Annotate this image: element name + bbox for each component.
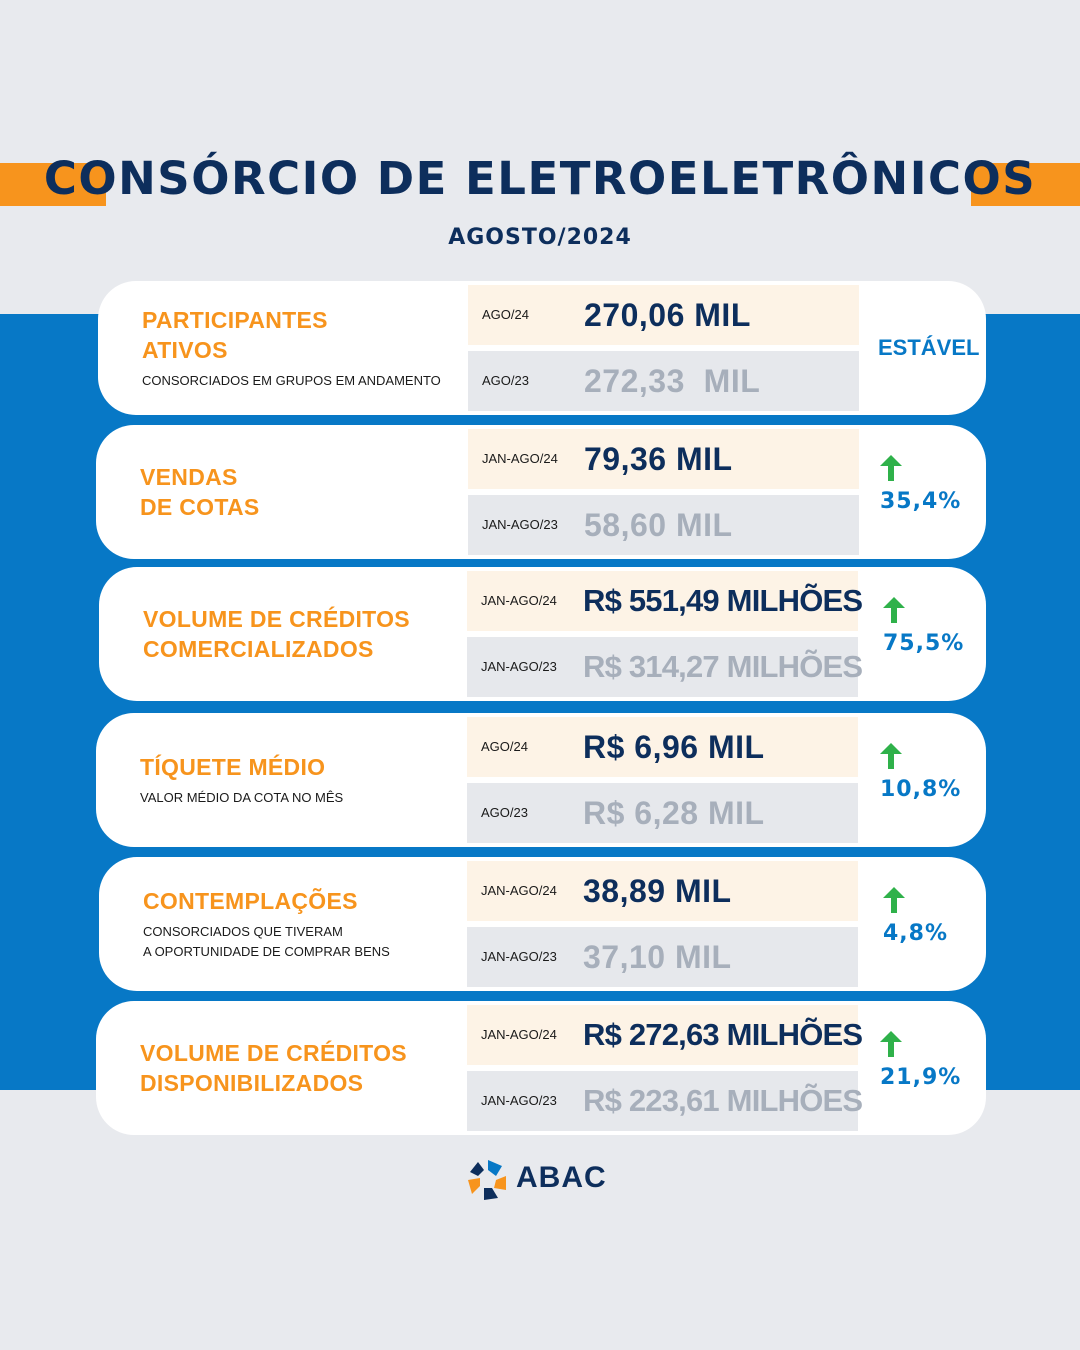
trend-indicator: 75,5% bbox=[869, 567, 984, 701]
previous-value: R$ 6,28 MIL bbox=[583, 795, 765, 831]
previous-period: AGO/23 bbox=[482, 373, 529, 388]
current-row: AGO/24 R$ 6,96 MIL bbox=[467, 717, 858, 777]
title-accent-left bbox=[0, 163, 106, 206]
page-title: CONSÓRCIO DE ELETROELETRÔNICOS bbox=[43, 152, 1037, 205]
current-value: 38,89 MIL bbox=[583, 873, 732, 909]
current-row: AGO/24 270,06 MIL bbox=[468, 285, 859, 345]
arrow-up-icon bbox=[880, 1031, 902, 1057]
current-row: JAN-AGO/24 38,89 MIL bbox=[467, 861, 858, 921]
previous-row: JAN-AGO/23 58,60 MIL bbox=[468, 495, 859, 555]
trend-label: ESTÁVEL bbox=[878, 335, 980, 360]
trend-indicator: 10,8% bbox=[866, 713, 981, 847]
card-volume-creditos-comercializados: VOLUME DE CRÉDITOS COMERCIALIZADOS JAN-A… bbox=[99, 567, 986, 701]
previous-value: R$ 314,27 MILHÕES bbox=[583, 649, 863, 684]
current-row: JAN-AGO/24 R$ 272,63 MILHÕES bbox=[467, 1005, 863, 1065]
trend-percent: 21,9% bbox=[880, 1065, 962, 1090]
trend-percent: 4,8% bbox=[883, 921, 949, 946]
current-row: JAN-AGO/24 R$ 551,49 MILHÕES bbox=[467, 571, 863, 631]
arrow-up-icon bbox=[883, 597, 905, 623]
previous-period: JAN-AGO/23 bbox=[481, 1093, 557, 1108]
card-title: TÍQUETE MÉDIO bbox=[140, 754, 326, 780]
trend-percent: 35,4% bbox=[880, 489, 962, 514]
arrow-up-icon bbox=[880, 455, 902, 481]
card-subtitle: VALOR MÉDIO DA COTA NO MÊS bbox=[140, 790, 344, 805]
card-title: VOLUME DE CRÉDITOS COMERCIALIZADOS bbox=[143, 606, 410, 662]
card-label: VOLUME DE CRÉDITOS DISPONIBILIZADOS bbox=[140, 1001, 466, 1135]
card-contemplacoes: CONTEMPLAÇÕES CONSORCIADOS QUE TIVERAM A… bbox=[99, 857, 986, 991]
page-subtitle: AGOSTO/2024 bbox=[448, 225, 632, 250]
card-volume-creditos-disponibilizados: VOLUME DE CRÉDITOS DISPONIBILIZADOS JAN-… bbox=[96, 1001, 986, 1135]
current-row: JAN-AGO/24 79,36 MIL bbox=[468, 429, 859, 489]
card-label: VENDAS DE COTAS bbox=[140, 425, 466, 559]
arrow-up-icon bbox=[883, 887, 905, 913]
arrow-up-icon bbox=[880, 743, 902, 769]
current-value: R$ 6,96 MIL bbox=[583, 729, 765, 765]
card-label: PARTICIPANTES ATIVOS CONSORCIADOS EM GRU… bbox=[142, 281, 468, 415]
current-period: AGO/24 bbox=[482, 307, 529, 322]
previous-value: 37,10 MIL bbox=[583, 939, 732, 975]
card-title: VENDAS DE COTAS bbox=[140, 464, 260, 520]
current-value: R$ 272,63 MILHÕES bbox=[583, 1017, 863, 1052]
abac-logo-icon bbox=[468, 1160, 506, 1200]
current-period: JAN-AGO/24 bbox=[482, 451, 558, 466]
title-accent-right bbox=[971, 163, 1080, 206]
previous-row: JAN-AGO/23 37,10 MIL bbox=[467, 927, 858, 987]
previous-value: 58,60 MIL bbox=[584, 507, 733, 543]
card-subtitle: CONSORCIADOS QUE TIVERAM A OPORTUNIDADE … bbox=[143, 924, 390, 959]
card-vendas-de-cotas: VENDAS DE COTAS JAN-AGO/24 79,36 MIL JAN… bbox=[96, 425, 986, 559]
previous-row: AGO/23 R$ 6,28 MIL bbox=[467, 783, 858, 843]
current-period: JAN-AGO/24 bbox=[481, 1027, 557, 1042]
abac-logo: ABAC bbox=[466, 1158, 626, 1204]
previous-row: JAN-AGO/23 R$ 223,61 MILHÕES bbox=[467, 1071, 863, 1131]
current-period: AGO/24 bbox=[481, 739, 528, 754]
card-title: CONTEMPLAÇÕES bbox=[143, 888, 358, 914]
current-period: JAN-AGO/24 bbox=[481, 593, 557, 608]
previous-value: 272,33 MIL bbox=[584, 363, 761, 399]
previous-value: R$ 223,61 MILHÕES bbox=[583, 1083, 863, 1118]
current-value: 270,06 MIL bbox=[584, 297, 751, 333]
current-period: JAN-AGO/24 bbox=[481, 883, 557, 898]
previous-row: JAN-AGO/23 R$ 314,27 MILHÕES bbox=[467, 637, 863, 697]
previous-period: JAN-AGO/23 bbox=[481, 949, 557, 964]
previous-period: AGO/23 bbox=[481, 805, 528, 820]
card-label: TÍQUETE MÉDIO VALOR MÉDIO DA COTA NO MÊS bbox=[140, 713, 466, 847]
current-value: R$ 551,49 MILHÕES bbox=[583, 583, 863, 618]
previous-row: AGO/23 272,33 MIL bbox=[468, 351, 859, 411]
card-subtitle: CONSORCIADOS EM GRUPOS EM ANDAMENTO bbox=[142, 373, 441, 388]
card-participantes-ativos: PARTICIPANTES ATIVOS CONSORCIADOS EM GRU… bbox=[98, 281, 986, 415]
previous-period: JAN-AGO/23 bbox=[482, 517, 558, 532]
card-label: CONTEMPLAÇÕES CONSORCIADOS QUE TIVERAM A… bbox=[143, 857, 469, 991]
card-label: VOLUME DE CRÉDITOS COMERCIALIZADOS bbox=[143, 567, 469, 701]
trend-percent: 10,8% bbox=[880, 777, 962, 802]
card-tiquete-medio: TÍQUETE MÉDIO VALOR MÉDIO DA COTA NO MÊS… bbox=[96, 713, 986, 847]
trend-indicator: ESTÁVEL bbox=[868, 281, 983, 415]
card-title: PARTICIPANTES ATIVOS bbox=[142, 307, 328, 363]
previous-period: JAN-AGO/23 bbox=[481, 659, 557, 674]
trend-indicator: 4,8% bbox=[869, 857, 984, 991]
trend-indicator: 35,4% bbox=[866, 425, 981, 559]
card-title: VOLUME DE CRÉDITOS DISPONIBILIZADOS bbox=[140, 1040, 407, 1096]
abac-logo-text: ABAC bbox=[516, 1161, 607, 1194]
trend-indicator: 21,9% bbox=[866, 1001, 981, 1135]
current-value: 79,36 MIL bbox=[584, 441, 733, 477]
trend-percent: 75,5% bbox=[883, 631, 965, 656]
